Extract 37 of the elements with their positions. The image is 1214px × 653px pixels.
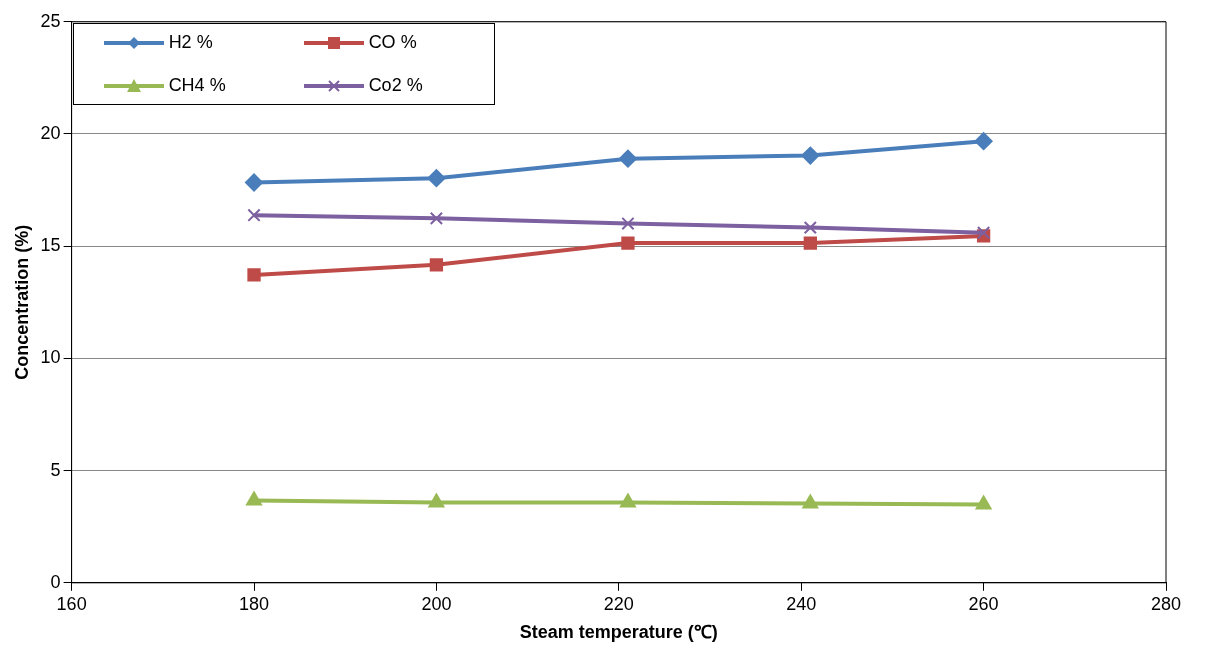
legend-label: CO % [368,31,417,52]
x-axis-title: Steam temperature (℃) [519,622,718,643]
point [618,149,637,168]
point [621,216,635,231]
point [803,236,817,250]
legend-label: Co2 % [368,74,423,95]
point [428,493,445,508]
y-tick-label: 15 [40,235,61,256]
point [429,258,444,272]
x-tick-label: 160 [56,593,87,614]
point [621,236,635,250]
point [975,495,992,510]
point [620,493,636,508]
point [803,220,817,235]
point [246,491,262,506]
y-tick-label: 0 [50,571,61,592]
legend-label: CH4 % [168,74,226,95]
point [247,268,261,282]
x-tick-label: 200 [421,593,452,614]
point [245,173,264,192]
x-tick-label: 260 [968,593,999,614]
x-tick-label: 240 [786,593,817,614]
y-tick-label: 10 [40,347,61,368]
x-tick-label: 180 [238,593,270,614]
point [801,146,820,165]
y-axis-title: Concentration (%) [11,224,32,380]
y-tick-label: 5 [50,459,61,480]
point [427,169,446,188]
point [429,211,444,226]
x-tick-label: 280 [1150,593,1182,614]
y-tick-label: 25 [40,10,61,31]
legend-label: H2 % [168,31,213,52]
point [974,132,993,151]
point [247,208,261,222]
point [802,494,819,509]
y-tick-label: 20 [40,122,61,143]
x-tick-label: 220 [603,593,634,614]
